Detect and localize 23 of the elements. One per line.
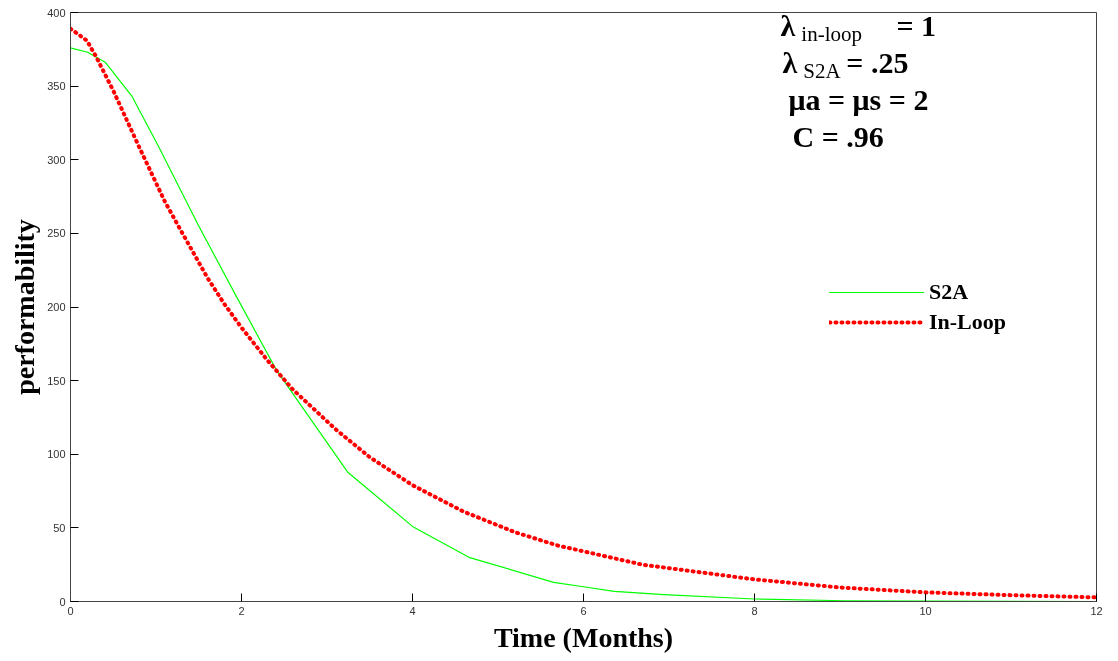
- y-tick-label: 250: [47, 227, 66, 240]
- x-axis-title: Time (Months): [493, 621, 674, 653]
- text: λin-loop = 1: [780, 8, 937, 46]
- y-tick-label: 150: [47, 374, 66, 387]
- x-tick-label: 10: [919, 604, 932, 617]
- y-tick-label: 100: [47, 448, 66, 461]
- y-tick-label: 200: [47, 301, 66, 313]
- annotation: C = .96: [792, 119, 884, 153]
- x-tick-label: 2: [238, 604, 245, 617]
- y-tick-label: 300: [47, 153, 66, 166]
- annotation: μa = μs = 2: [788, 82, 929, 116]
- x-tick-label: 4: [409, 604, 416, 617]
- x-tick-label: 8: [751, 604, 758, 617]
- x-tick-label: 6: [580, 604, 587, 617]
- y-tick-label: 0: [59, 595, 66, 608]
- y-tick-label: 50: [53, 521, 66, 534]
- y-tick-label: 400: [47, 6, 66, 19]
- y-axis-title: performability: [9, 219, 41, 395]
- x-tick-label: 12: [1090, 604, 1103, 617]
- legend-label: In-Loop: [928, 308, 1006, 335]
- x-tick-label: 0: [67, 604, 74, 617]
- y-tick-label: 350: [47, 80, 66, 93]
- legend-label: S2A: [928, 278, 969, 305]
